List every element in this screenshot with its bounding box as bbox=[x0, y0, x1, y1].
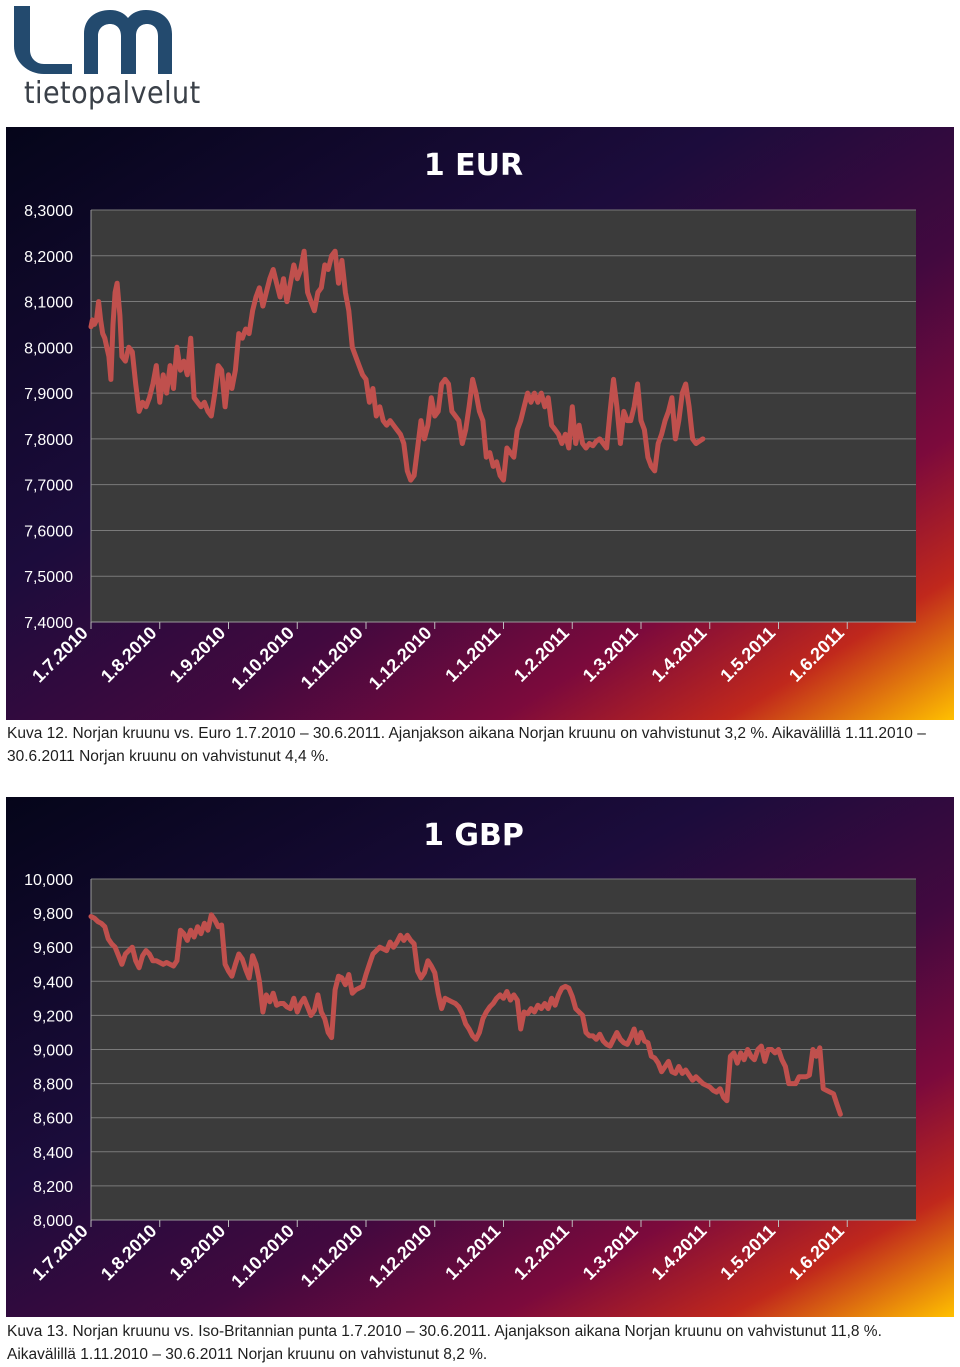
logo-wordmark: tietopalvelut bbox=[24, 76, 201, 111]
y-tick-label: 7,9000 bbox=[24, 386, 73, 403]
y-tick-label: 10,000 bbox=[24, 872, 73, 889]
series-line bbox=[88, 248, 706, 483]
y-tick-label: 8,000 bbox=[33, 1213, 73, 1230]
plot-area bbox=[91, 210, 916, 622]
y-tick-label: 8,600 bbox=[33, 1111, 73, 1128]
y-tick-label: 7,6000 bbox=[24, 523, 73, 540]
y-tick-label: 7,8000 bbox=[24, 432, 73, 449]
y-tick-label: 8,200 bbox=[33, 1179, 73, 1196]
y-tick-label: 8,2000 bbox=[24, 249, 73, 266]
y-tick-label: 8,800 bbox=[33, 1077, 73, 1094]
gbp-chart-panel: 10,000 9,800 9,600 9,400 9,200 9,000 8,800 8,60… bbox=[6, 797, 954, 1317]
y-tick-label: 8,3000 bbox=[24, 203, 73, 220]
chart-title: 1 EUR bbox=[424, 148, 523, 183]
eur-line-chart: 8,3000 8,2000 8,1000 8,0000 7,9000 7,8000 7,70… bbox=[6, 127, 954, 720]
y-tick-label: 7,7000 bbox=[24, 478, 73, 495]
lm-logo-mark bbox=[14, 6, 172, 74]
series-line bbox=[88, 912, 843, 1117]
y-tick-label: 8,400 bbox=[33, 1145, 73, 1162]
eur-chart-caption: Kuva 12. Norjan kruunu vs. Euro 1.7.2010… bbox=[7, 725, 926, 765]
y-tick-label: 7,4000 bbox=[24, 615, 73, 632]
y-tick-label: 8,0000 bbox=[24, 340, 73, 357]
y-tick-label: 9,400 bbox=[33, 974, 73, 991]
eur-chart-panel: 8,3000 8,2000 8,1000 8,0000 7,9000 7,8000 7,70… bbox=[6, 127, 954, 720]
y-tick-label: 8,1000 bbox=[24, 295, 73, 312]
gbp-chart-caption: Kuva 13. Norjan kruunu vs. Iso-Britannia… bbox=[7, 1323, 882, 1363]
y-tick-label: 9,600 bbox=[33, 940, 73, 957]
y-tick-label: 9,200 bbox=[33, 1008, 73, 1025]
chart-title: 1 GBP bbox=[423, 818, 524, 853]
y-tick-label: 9,800 bbox=[33, 906, 73, 923]
company-logo: tietopalvelut bbox=[10, 4, 200, 114]
y-tick-label: 7,5000 bbox=[24, 569, 73, 586]
gbp-line-chart: 10,000 9,800 9,600 9,400 9,200 9,000 8,800 8,60… bbox=[6, 797, 954, 1317]
y-tick-label: 9,000 bbox=[33, 1043, 73, 1060]
